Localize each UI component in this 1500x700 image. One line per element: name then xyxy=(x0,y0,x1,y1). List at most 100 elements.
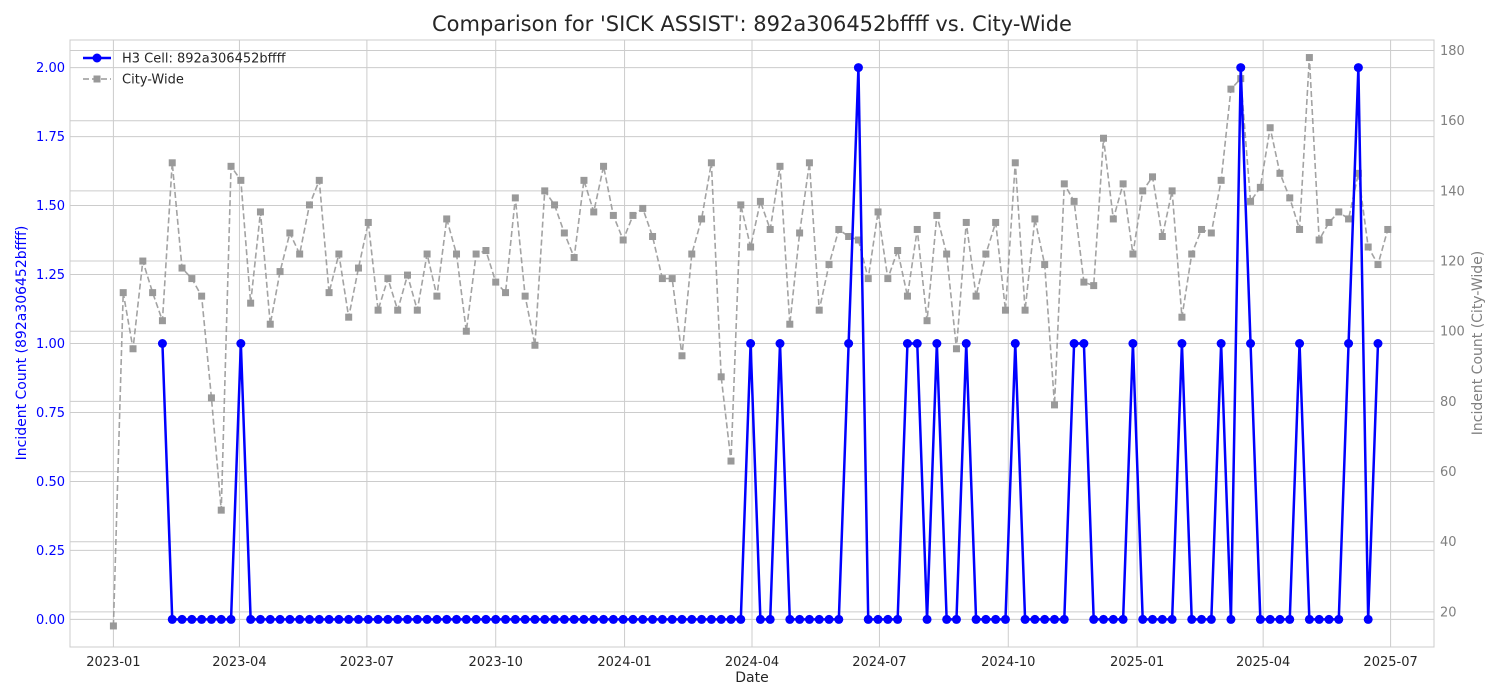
city-wide-point xyxy=(845,232,853,240)
city-wide-point xyxy=(1100,134,1108,142)
x-tick-label: 2023-01 xyxy=(86,655,140,670)
city-wide-point xyxy=(1276,169,1284,177)
city-wide-point xyxy=(207,394,215,402)
h3-cell-point xyxy=(1373,339,1383,348)
city-wide-point xyxy=(335,250,343,258)
h3-cell-point xyxy=(853,63,863,73)
legend-city-wide-marker xyxy=(93,75,101,83)
series-layer xyxy=(109,54,1392,630)
h3-cell-point xyxy=(1148,614,1158,624)
h3-cell-point xyxy=(393,614,403,624)
city-wide-point xyxy=(325,289,333,297)
x-tick-label: 2024-10 xyxy=(981,655,1035,670)
right-y-tick-label: 100 xyxy=(1440,325,1465,340)
city-wide-point xyxy=(1335,208,1343,216)
h3-cell-point xyxy=(216,614,226,624)
h3-cell-point xyxy=(785,614,795,624)
right-y-tick-label: 180 xyxy=(1440,44,1465,59)
x-tick-label: 2023-04 xyxy=(212,655,266,670)
city-wide-point xyxy=(354,264,362,272)
city-wide-point xyxy=(1021,306,1029,314)
city-wide-point xyxy=(1296,225,1304,233)
h3-cell-point xyxy=(991,614,1001,624)
h3-cell-point xyxy=(971,614,981,624)
h3-cell-point xyxy=(344,614,354,624)
right-y-tick-label: 20 xyxy=(1440,605,1457,620)
h3-cell-point xyxy=(432,614,442,624)
city-wide-point xyxy=(717,373,725,381)
left-y-axis: 0.00 0.25 0.50 0.75 1.00 1.25 1.50 1.75 2.00 xyxy=(36,61,65,628)
city-wide-point xyxy=(198,292,206,300)
h3-cell-point xyxy=(981,614,991,624)
city-wide-point xyxy=(531,341,539,349)
h3-cell-point xyxy=(883,614,893,624)
city-wide-point xyxy=(237,176,245,184)
city-wide-point xyxy=(472,250,480,258)
city-wide-point xyxy=(1256,183,1264,191)
city-wide-point xyxy=(1060,180,1068,188)
legend-city-wide-label: City-Wide xyxy=(122,73,184,88)
right-y-axis-title: Incident Count (City-Wide) xyxy=(1470,251,1486,435)
left-y-tick-label: 1.25 xyxy=(36,268,65,283)
city-wide-point xyxy=(805,159,813,167)
h3-cell-point xyxy=(912,339,922,348)
h3-cell-point xyxy=(1099,614,1109,624)
h3-cell-point xyxy=(1157,614,1167,624)
city-wide-point xyxy=(394,306,402,314)
h3-cell-point xyxy=(638,614,648,624)
h3-cell-point xyxy=(677,614,687,624)
city-wide-point xyxy=(776,162,784,170)
right-y-tick-label: 60 xyxy=(1440,465,1457,480)
h3-cell-point xyxy=(697,614,707,624)
city-wide-point xyxy=(276,268,284,276)
h3-cell-point xyxy=(706,614,716,624)
h3-cell-point xyxy=(422,614,432,624)
city-wide-point xyxy=(247,299,255,307)
x-axis: 2023-01 2023-04 2023-07 2023-10 2024-01 2024-… xyxy=(86,655,1418,670)
city-wide-point xyxy=(609,211,617,219)
city-wide-point xyxy=(364,218,372,226)
city-wide-point xyxy=(943,250,951,258)
h3-cell-point xyxy=(873,614,883,624)
city-wide-point xyxy=(1090,282,1098,290)
city-wide-point xyxy=(1247,197,1255,205)
city-wide-point xyxy=(286,229,294,237)
h3-cell-point xyxy=(1314,614,1324,624)
city-wide-point xyxy=(590,208,598,216)
city-wide-point xyxy=(570,254,578,262)
right-y-tick-label: 80 xyxy=(1440,395,1457,410)
city-wide-point xyxy=(178,264,186,272)
h3-cell-point xyxy=(579,614,589,624)
city-wide-point xyxy=(658,275,666,283)
city-wide-point xyxy=(933,211,941,219)
h3-cell-point xyxy=(628,614,638,624)
city-wide-point xyxy=(972,292,980,300)
h3-cell-point xyxy=(1089,614,1099,624)
city-wide-point xyxy=(413,306,421,314)
plot-frame xyxy=(69,39,1435,648)
h3-cell-point xyxy=(246,614,256,624)
city-wide-point xyxy=(923,317,931,325)
right-y-tick-label: 140 xyxy=(1440,184,1465,199)
city-wide-point xyxy=(639,204,647,212)
h3-cell-point xyxy=(226,614,236,624)
city-wide-point xyxy=(433,292,441,300)
h3-cell-point xyxy=(481,614,491,624)
h3-cell-point xyxy=(608,614,618,624)
h3-cell-point xyxy=(804,614,814,624)
h3-cell-point xyxy=(1206,614,1216,624)
h3-cell-point xyxy=(412,614,422,624)
h3-cell-point xyxy=(373,614,383,624)
h3-cell-point xyxy=(1000,614,1010,624)
h3-cell-point xyxy=(187,614,197,624)
h3-cell-point xyxy=(1334,614,1344,624)
city-wide-point xyxy=(1001,306,1009,314)
h3-cell-point xyxy=(442,614,452,624)
h3-cell-point xyxy=(197,614,207,624)
city-wide-point xyxy=(982,250,990,258)
h3-cell-point xyxy=(961,339,971,348)
city-wide-point xyxy=(217,506,225,514)
city-wide-point xyxy=(600,162,608,170)
city-wide-point xyxy=(403,271,411,279)
h3-cell-point xyxy=(1275,614,1285,624)
